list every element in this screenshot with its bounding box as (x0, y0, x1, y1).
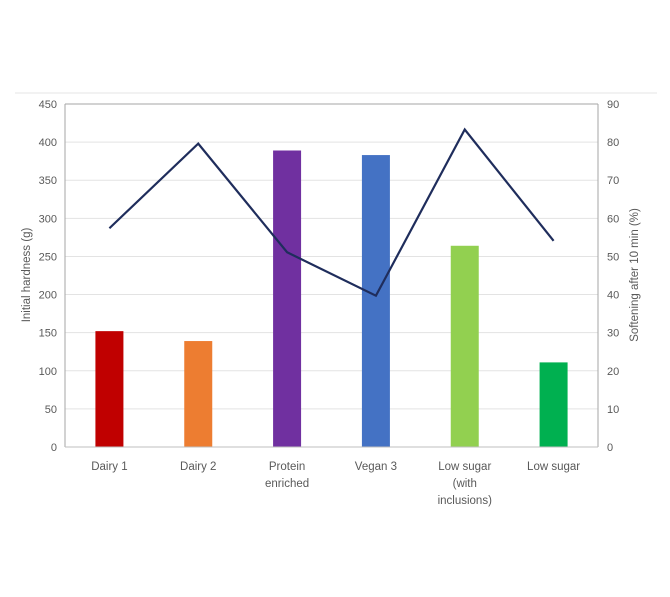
y2-tick-label: 60 (607, 213, 619, 225)
bar-1 (95, 331, 124, 447)
y2-tick-label: 0 (607, 442, 613, 454)
category-label: Vegan 3 (355, 461, 397, 473)
y2-tick-label: 50 (607, 251, 619, 263)
y-tick-label: 0 (51, 442, 57, 454)
category-label: Dairy 1 (91, 461, 127, 473)
y-tick-label: 50 (45, 404, 57, 416)
y-tick-label: 200 (39, 290, 57, 302)
category-label: inclusions) (438, 495, 492, 507)
category-label: Dairy 2 (180, 461, 216, 473)
y-tick-label: 250 (39, 251, 57, 263)
category-label: Low sugar (438, 461, 491, 473)
bar-2 (184, 341, 213, 447)
category-label: Protein (269, 461, 305, 473)
bar-5 (450, 245, 479, 447)
y2-tick-label: 30 (607, 328, 619, 340)
category-label: (with (453, 478, 477, 490)
y-axis-label: Initial hardness (g) (21, 228, 33, 323)
y2-tick-label: 90 (607, 99, 619, 111)
y-tick-label: 450 (39, 99, 57, 111)
y2-tick-label: 10 (607, 404, 619, 416)
y-tick-label: 150 (39, 328, 57, 340)
y2-tick-label: 40 (607, 290, 619, 302)
category-label: Low sugar (527, 461, 580, 473)
y2-axis-label: Softening after 10 min (%) (629, 208, 641, 342)
y-tick-label: 350 (39, 175, 57, 187)
y2-tick-label: 20 (607, 366, 619, 378)
y-tick-label: 100 (39, 366, 57, 378)
y2-tick-label: 80 (607, 137, 619, 149)
y-tick-label: 400 (39, 137, 57, 149)
category-label: enriched (265, 478, 309, 490)
bar-6 (539, 362, 568, 447)
bar-3 (273, 150, 302, 448)
bar-4 (361, 155, 390, 447)
y-tick-label: 300 (39, 213, 57, 225)
y2-tick-label: 70 (607, 175, 619, 187)
softening-line (108, 127, 555, 298)
